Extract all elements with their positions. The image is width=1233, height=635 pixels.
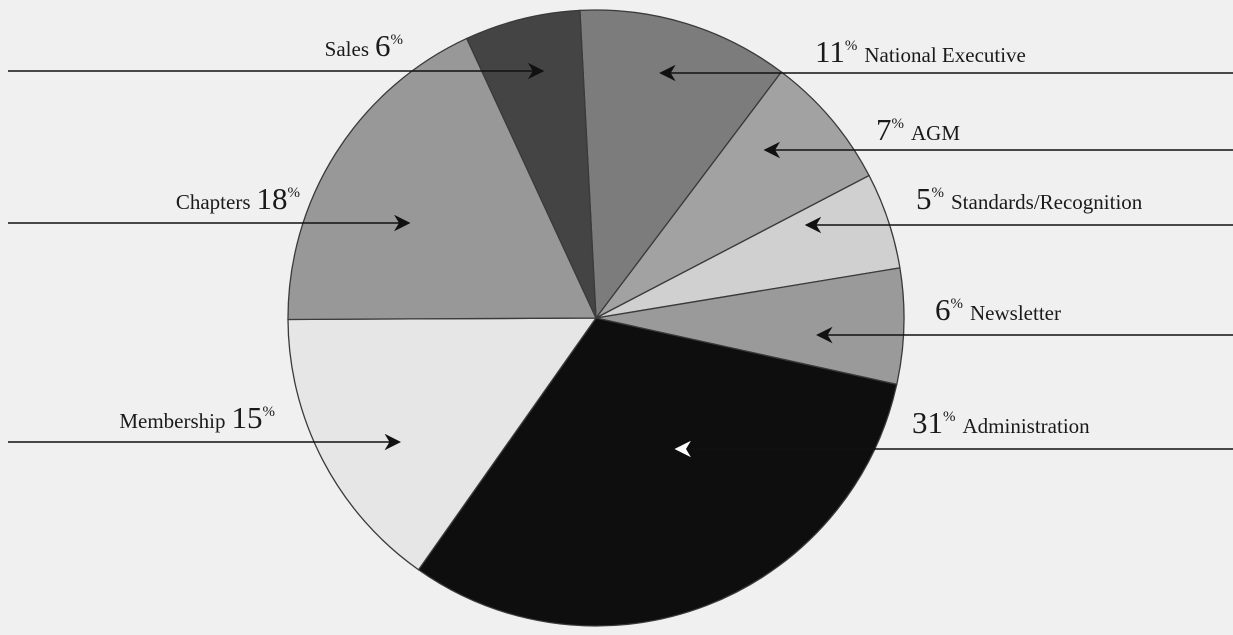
pie-slice-sales xyxy=(465,9,597,319)
pie-slice-national-executive xyxy=(579,9,783,320)
slice-name-sales: Sales xyxy=(325,37,369,61)
slice-value-membership: 15 xyxy=(232,400,263,435)
pie-slice-chapters xyxy=(287,37,598,321)
slice-name-standards-recognition: Standards/Recognition xyxy=(951,190,1143,214)
slice-labels: 11% National Executive 7% AGM 5% Standards/Re… xyxy=(119,28,1142,440)
slice-label-standards-recognition: 5% Standards/Recognition xyxy=(916,181,1143,216)
slice-value-administration: 31 xyxy=(912,405,943,440)
pie-slice-newsletter xyxy=(595,267,905,386)
slice-label-membership: Membership 15% xyxy=(119,400,275,435)
pie-wedges xyxy=(287,9,905,627)
slice-name-agm: AGM xyxy=(911,121,960,145)
slice-value-newsletter: 6 xyxy=(935,292,951,327)
slice-label-agm: 7% AGM xyxy=(876,112,960,147)
slice-label-administration: 31% Administration xyxy=(912,405,1090,440)
pie-slice-administration xyxy=(417,317,898,627)
slice-label-chapters: Chapters 18% xyxy=(176,181,300,216)
slice-label-newsletter: 6% Newsletter xyxy=(935,292,1061,327)
leader-lines xyxy=(8,62,1233,458)
slice-value-standards-recognition: 5 xyxy=(916,181,932,216)
slice-name-national-executive: National Executive xyxy=(864,43,1026,67)
pie-slice-agm xyxy=(595,71,870,319)
slice-label-sales: Sales 6% xyxy=(325,28,403,63)
slice-name-membership: Membership xyxy=(119,409,225,433)
slice-name-administration: Administration xyxy=(963,414,1091,438)
slice-name-chapters: Chapters xyxy=(176,190,251,214)
slice-label-national-executive: 11% National Executive xyxy=(815,34,1026,69)
slice-value-sales: 6 xyxy=(375,28,391,63)
slice-value-chapters: 18 xyxy=(257,181,288,216)
slice-name-newsletter: Newsletter xyxy=(970,301,1061,325)
slice-value-national-executive: 11 xyxy=(815,34,845,69)
slice-value-agm: 7 xyxy=(876,112,892,147)
pie-slice-membership xyxy=(287,317,598,571)
